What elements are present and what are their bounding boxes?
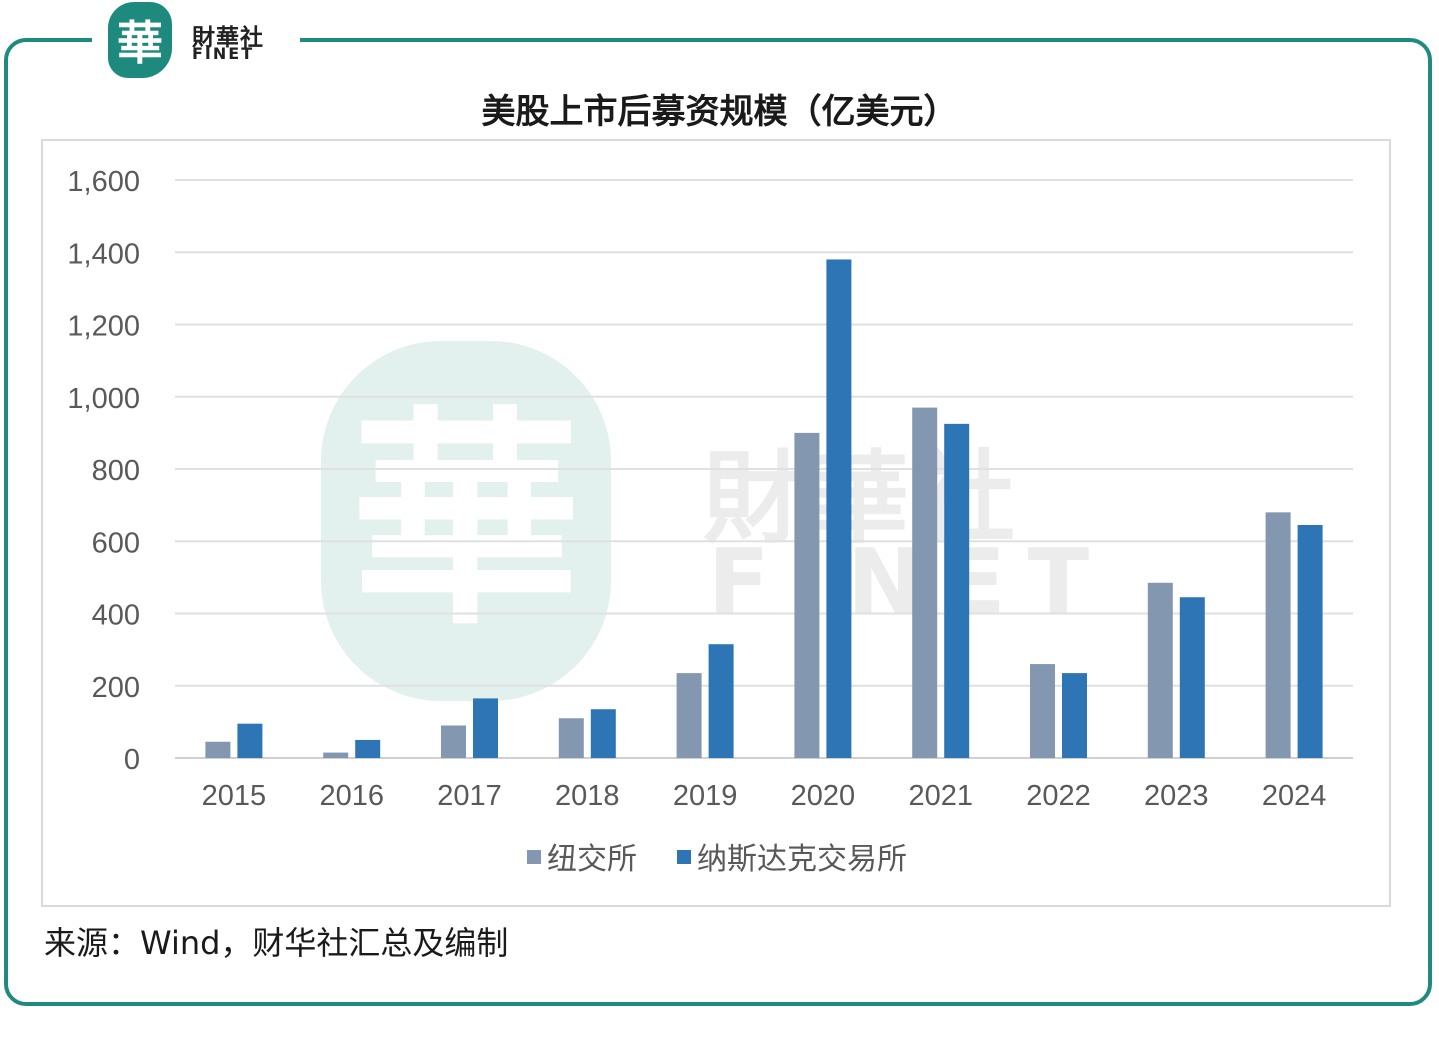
bar-nyse-2018 bbox=[558, 718, 584, 758]
logo-name-en: FINET bbox=[192, 44, 255, 63]
legend-label: 纳斯达克交易所 bbox=[697, 842, 907, 877]
bar-nasdaq-2023 bbox=[1179, 597, 1205, 758]
bar-nyse-2020 bbox=[794, 432, 820, 758]
bars bbox=[205, 259, 1323, 758]
x-tick-label: 2021 bbox=[908, 780, 973, 812]
legend-swatch bbox=[527, 850, 541, 864]
bar-nasdaq-2021 bbox=[944, 423, 970, 758]
bar-nyse-2015 bbox=[205, 741, 231, 758]
logo-name-cn: 財華社 bbox=[192, 25, 264, 51]
y-tick-label: 600 bbox=[92, 527, 140, 559]
bar-nasdaq-2018 bbox=[590, 709, 616, 758]
watermark: 華 財華社 FINET bbox=[321, 341, 1111, 701]
watermark-seal-char: 華 bbox=[351, 386, 581, 656]
logo-seal: 華 bbox=[108, 2, 172, 78]
chart-area: 華 財華社 FINET 0 200 400 600 800 1,000 1,200 1,400… bbox=[41, 139, 1391, 907]
x-tick-label: 2020 bbox=[791, 780, 856, 812]
x-tick-label: 2022 bbox=[1026, 780, 1091, 812]
legend: 纽交所 纳斯达克交易所 bbox=[527, 842, 907, 877]
y-tick-label: 1,000 bbox=[67, 383, 140, 415]
legend-label: 纽交所 bbox=[547, 842, 637, 877]
x-tick-label: 2017 bbox=[437, 780, 502, 812]
y-tick-label: 800 bbox=[92, 455, 140, 487]
source-note: 来源：Wind，财华社汇总及编制 bbox=[44, 924, 509, 962]
y-tick-label: 0 bbox=[124, 744, 140, 776]
bar-nasdaq-2016 bbox=[355, 739, 381, 758]
watermark-name-en: FINET bbox=[708, 530, 1111, 635]
bar-nasdaq-2022 bbox=[1062, 673, 1087, 758]
bar-nyse-2023 bbox=[1147, 582, 1173, 758]
bar-nasdaq-2024 bbox=[1297, 524, 1323, 758]
y-tick-label: 400 bbox=[92, 600, 140, 632]
bar-chart: 華 財華社 FINET 0 200 400 600 800 1,000 1,200 1,400… bbox=[67, 166, 1353, 877]
x-tick-label: 2018 bbox=[555, 780, 620, 812]
y-tick-label: 1,600 bbox=[67, 166, 140, 198]
bar-nyse-2024 bbox=[1265, 512, 1291, 758]
y-tick-label: 1,200 bbox=[67, 311, 140, 343]
chart-title: 美股上市后募资规模（亿美元） bbox=[481, 92, 958, 132]
x-tick-label: 2019 bbox=[673, 780, 738, 812]
y-tick-label: 200 bbox=[92, 672, 140, 704]
gridlines bbox=[175, 179, 1353, 759]
legend-swatch bbox=[677, 850, 691, 864]
bar-nyse-2017 bbox=[441, 725, 466, 758]
bar-nyse-2021 bbox=[912, 407, 938, 758]
y-axis: 0 200 400 600 800 1,000 1,200 1,400 1,600 bbox=[67, 166, 140, 776]
bar-nyse-2019 bbox=[676, 673, 702, 758]
x-tick-label: 2023 bbox=[1144, 780, 1209, 812]
bar-nasdaq-2020 bbox=[826, 259, 852, 758]
bar-nasdaq-2019 bbox=[708, 644, 734, 758]
y-tick-label: 1,400 bbox=[67, 238, 140, 270]
x-tick-label: 2015 bbox=[202, 780, 267, 812]
x-tick-label: 2016 bbox=[319, 780, 384, 812]
finet-logo: 華 財華社 FINET bbox=[92, 0, 300, 84]
x-axis: 2015 2016 2017 2018 2019 2020 2021 2022 2023 2024 bbox=[202, 780, 1327, 812]
bar-nyse-2022 bbox=[1030, 664, 1055, 758]
bar-nyse-2016 bbox=[323, 752, 349, 758]
x-tick-label: 2024 bbox=[1262, 780, 1327, 812]
bar-nasdaq-2015 bbox=[237, 723, 263, 758]
bar-nasdaq-2017 bbox=[473, 698, 498, 758]
watermark-seal-shape bbox=[321, 341, 611, 701]
